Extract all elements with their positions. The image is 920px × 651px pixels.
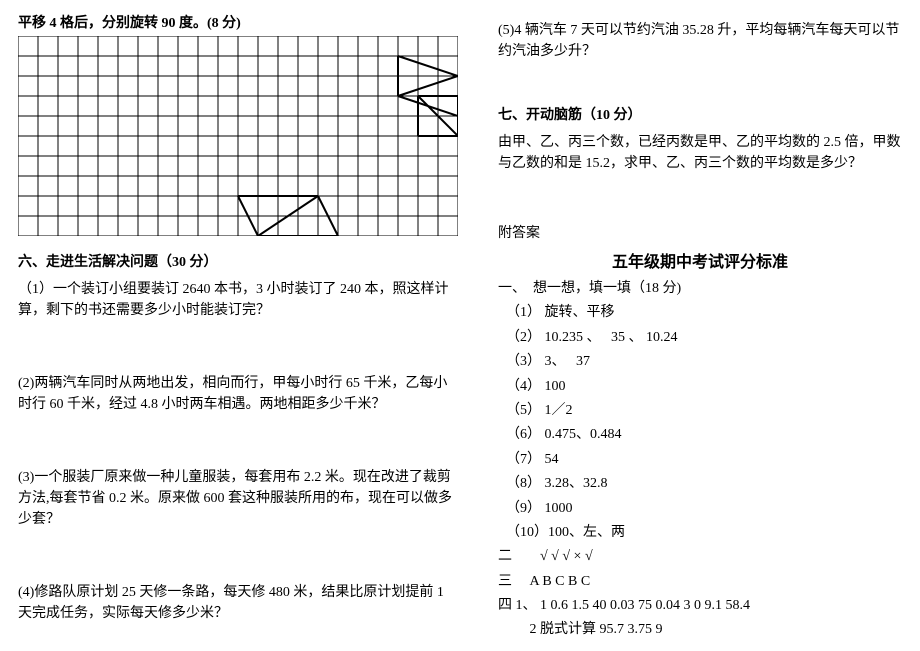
ans-four-2: 2 脱式计算 95.7 3.75 9 xyxy=(498,619,902,641)
ans-9: （9） 1000 xyxy=(498,498,902,520)
ans-one-head: 一、 想一想，填一填（18 分) xyxy=(498,278,902,300)
question-5: (5)4 辆汽车 7 天可以节约汽油 35.28 升，平均每辆汽车每天可以节约汽… xyxy=(498,20,902,62)
answer-title: 五年级期中考试评分标准 xyxy=(498,248,902,272)
ans-4: （4） 100 xyxy=(498,376,902,398)
question-4: (4)修路队原计划 25 天修一条路，每天修 480 米，结果比原计划提前 1 … xyxy=(18,582,458,624)
left-column: 平移 4 格后，分别旋转 90 度。(8 分) 六、走进生活解决问题（30 分）… xyxy=(18,12,458,644)
ans-3: （3） 3、 37 xyxy=(498,351,902,373)
question-2: (2)两辆汽车同时从两地出发，相向而行，甲每小时行 65 千米，乙每小时行 60… xyxy=(18,373,458,415)
question-1: （1）一个装订小组要装订 2640 本书，3 小时装订了 240 本，照这样计算… xyxy=(18,279,458,321)
appendix-label: 附答案 xyxy=(498,222,902,242)
ans-7: （7） 54 xyxy=(498,449,902,471)
section-6-title: 六、走进生活解决问题（30 分） xyxy=(18,251,458,271)
exercise-grid xyxy=(18,36,458,241)
ans-1: （1） 旋转、平移 xyxy=(498,302,902,324)
ans-three: 三 A B C B C xyxy=(498,571,902,593)
question-3: (3)一个服装厂原来做一种儿童服装，每套用布 2.2 米。现在改进了裁剪方法,每… xyxy=(18,467,458,530)
ans-2: （2） 10.235 、 35 、 10.24 xyxy=(498,327,902,349)
ans-8: （8） 3.28、32.8 xyxy=(498,473,902,495)
ans-10: （10）100、左、两 xyxy=(498,522,902,544)
ans-two: 二 √ √ √ × √ xyxy=(498,546,902,568)
section-7-title: 七、开动脑筋（10 分） xyxy=(498,104,902,124)
ans-5: （5） 1／2 xyxy=(498,400,902,422)
right-column: (5)4 辆汽车 7 天可以节约汽油 35.28 升，平均每辆汽车每天可以节约汽… xyxy=(498,12,902,644)
question-7: 由甲、乙、丙三个数，已经丙数是甲、乙的平均数的 2.5 倍，甲数与乙数的和是 1… xyxy=(498,132,902,174)
ans-6: （6） 0.475、0.484 xyxy=(498,424,902,446)
grid-instruction: 平移 4 格后，分别旋转 90 度。(8 分) xyxy=(18,12,458,32)
ans-four: 四 1、 1 0.6 1.5 40 0.03 75 0.04 3 0 9.1 5… xyxy=(498,595,902,617)
